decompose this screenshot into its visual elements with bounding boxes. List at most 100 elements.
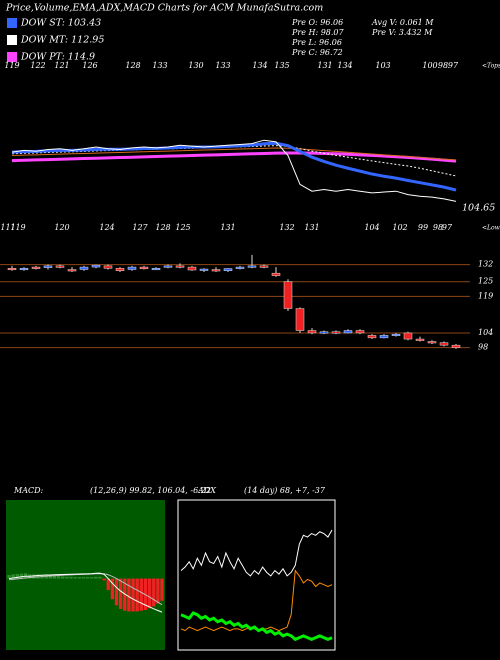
candle-body (283, 281, 293, 309)
info-text: Pre C: 96.72 (291, 48, 343, 57)
histogram-bar (131, 578, 135, 612)
candle-body (115, 268, 125, 271)
histogram-bar (114, 578, 119, 606)
candle-body (295, 308, 305, 331)
candle-body (163, 265, 173, 268)
legend-label: DOW PT: 114.9 (20, 52, 95, 63)
top-label: 133 (215, 61, 230, 70)
histogram-bar (106, 578, 110, 590)
level-label: 104 (478, 328, 493, 337)
candle-body (211, 269, 221, 272)
chart-title: Price,Volume,EMA,ADX,MACD Charts for ACM… (5, 3, 323, 14)
histogram-bar (85, 577, 90, 579)
candle-body (307, 330, 317, 334)
candle-body (31, 266, 41, 269)
top-label: 131 (317, 61, 332, 70)
legend-swatch (7, 18, 17, 28)
panel-title: ADX (197, 486, 216, 495)
candle-body (319, 331, 329, 334)
candle-body (415, 338, 425, 341)
histogram-bar (94, 576, 98, 579)
level-label: 132 (478, 260, 493, 269)
histogram-bar (56, 576, 61, 579)
low-label: 131 (304, 223, 319, 232)
candle-body (379, 335, 389, 339)
low-label: 98 (433, 223, 443, 232)
low-label: 132 (279, 223, 294, 232)
end-label: 104.65 (462, 203, 495, 214)
candle-body (439, 342, 449, 346)
series-line (180, 529, 333, 577)
histogram-bar (15, 573, 19, 579)
histogram-bar (152, 578, 156, 607)
candle-body (79, 266, 89, 270)
candle-body (355, 330, 365, 334)
low-label: 102 (392, 223, 407, 232)
candle-body (427, 341, 437, 344)
top-label: 121 (54, 61, 69, 70)
candle-body (103, 265, 113, 269)
top-label: 119 (4, 61, 19, 70)
candle-body (199, 268, 209, 271)
low-label: 97 (442, 223, 453, 232)
low-label: 104 (364, 223, 379, 232)
histogram-bar (110, 578, 115, 600)
series-line (180, 611, 333, 642)
level-label: 119 (478, 291, 493, 300)
histogram-bar (52, 575, 57, 579)
histogram-bar (123, 578, 127, 611)
histogram-bar (118, 578, 123, 609)
candle-body (67, 269, 77, 272)
level-label: 98 (478, 343, 488, 352)
histogram-bar (61, 576, 65, 579)
histogram-bar (11, 574, 15, 579)
info-text: Pre V: 3.432 M (371, 28, 433, 37)
top-label: 126 (82, 61, 97, 70)
candle-body (259, 265, 269, 268)
panel-subtitle: (14 day) 68, +7, -37 (244, 486, 326, 495)
candle-body (343, 330, 353, 334)
candle-body (19, 268, 29, 271)
top-label: 133 (152, 61, 167, 70)
top-label: 130 (188, 61, 203, 70)
candle-body (55, 265, 65, 268)
low-label: 120 (54, 223, 69, 232)
top-label: 134 (337, 61, 352, 70)
info-text: Avg V: 0.061 M (371, 18, 434, 27)
candle-body (7, 268, 17, 271)
histogram-bar (147, 578, 152, 609)
candle-body (235, 266, 245, 269)
histogram-bar (102, 578, 106, 581)
candle-body (139, 266, 149, 270)
level-label: 125 (478, 277, 493, 286)
histogram-bar (160, 578, 164, 601)
top-label: 98 (438, 61, 448, 70)
histogram-bar (156, 578, 160, 604)
candle-body (175, 265, 185, 268)
low-label: 99 (418, 223, 428, 232)
panel-background (177, 499, 336, 651)
candle-body (271, 272, 281, 276)
top-label: 134 (252, 61, 267, 70)
candle-body (43, 265, 53, 268)
info-text: Pre O: 96.06 (291, 18, 343, 27)
histogram-bar (77, 577, 81, 579)
series-line (11, 139, 457, 202)
low-label: 131 (220, 223, 235, 232)
legend-swatch (7, 35, 17, 45)
histogram-bar (32, 574, 36, 579)
panel-subtitle: (12,26,9) 99.82, 106.04, -6.22 (90, 486, 211, 495)
candle-body (151, 268, 161, 271)
histogram-bar (90, 577, 94, 579)
candle-body (247, 265, 257, 268)
top-label: 122 (30, 61, 45, 70)
low-label: 119 (10, 223, 25, 232)
candle-body (451, 344, 461, 348)
lows-marker: <Lows (482, 225, 500, 232)
histogram-bar (65, 576, 69, 579)
histogram-bar (127, 578, 131, 612)
tops-marker: <Tops (482, 63, 500, 70)
histogram-bar (19, 573, 24, 579)
legend-label: DOW MT: 112.95 (20, 35, 104, 46)
